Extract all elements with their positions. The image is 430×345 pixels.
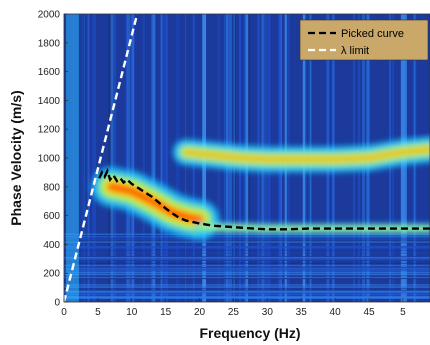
x-tick-label: 25 [228, 307, 240, 318]
y-tick-label: 0 [54, 298, 60, 309]
heatmap-stripe [110, 14, 114, 302]
y-tick-label: 800 [43, 182, 60, 193]
x-tick-label: 20 [194, 307, 206, 318]
y-tick-label: 1600 [38, 67, 61, 78]
heatmap-stripe [64, 276, 430, 279]
x-tick-label: 5 [400, 307, 406, 318]
heatmap-stripe [64, 246, 430, 249]
heatmap-stripe [64, 258, 430, 261]
heatmap-stripe [87, 14, 90, 302]
y-tick-label: 600 [43, 211, 60, 222]
x-tick-label: 0 [61, 307, 67, 318]
y-tick-label: 2000 [38, 10, 61, 21]
heatmap-ridge [107, 182, 204, 224]
heatmap-stripe [64, 238, 430, 240]
heatmap-low-freq-band [66, 14, 79, 302]
heatmap-stripe [165, 14, 168, 302]
heatmap-stripe [64, 240, 430, 242]
legend-label-lambda-limit: λ limit [341, 45, 369, 57]
lambda-limit-line [64, 14, 139, 302]
heatmap-stripe [64, 259, 430, 261]
x-tick-label: 30 [262, 307, 274, 318]
heatmap-stripe [64, 297, 430, 299]
heatmap-stripe [64, 255, 430, 258]
heatmap-stripe [64, 258, 430, 260]
heatmap-stripe [64, 284, 430, 286]
y-tick-label: 1400 [38, 96, 61, 107]
y-axis-title: Phase Velocity (m/s) [8, 90, 24, 225]
y-tick-label: 1000 [38, 154, 61, 165]
x-tick-label: 45 [363, 307, 375, 318]
heatmap-stripe [161, 14, 166, 302]
legend: Picked curve λ limit [299, 19, 429, 61]
heatmap-stripe [113, 14, 117, 302]
x-tick-label: 15 [160, 307, 172, 318]
heatmap-stripe [64, 237, 430, 239]
picked-curve-line [98, 167, 430, 231]
heatmap-stripe [64, 291, 430, 293]
heatmap-stripe [64, 241, 430, 243]
heatmap-stripe [64, 277, 430, 279]
legend-label-picked-curve: Picked curve [341, 28, 404, 40]
x-tick-label: 5 [95, 307, 101, 318]
legend-box [299, 19, 429, 61]
heatmap-stripe [64, 269, 430, 271]
heatmap-stripe [160, 14, 163, 302]
heatmap-stripe [82, 14, 85, 302]
heatmap-stripe [64, 287, 430, 290]
plot-area [64, 14, 430, 302]
heatmap-stripe [64, 271, 430, 273]
heatmap-stripe [64, 269, 430, 272]
heatmap-stripe [131, 14, 135, 302]
x-tick-label: 35 [296, 307, 308, 318]
y-axis: 0 200 400 600 800 1000 1200 1400 1600 1800 2000 [38, 10, 68, 309]
heatmap-stripe [64, 249, 430, 251]
heatmap-stripe [64, 252, 430, 254]
heatmap-stripe [64, 236, 430, 238]
heatmap-stripe [125, 14, 127, 302]
curve-layer [64, 14, 430, 302]
heatmap-stripe [64, 264, 430, 266]
heatmap-stripe [64, 289, 430, 291]
heatmap-stripe [64, 274, 430, 276]
heatmap-ridge [183, 146, 430, 163]
heatmap-stripe [64, 267, 430, 269]
heatmap-stripe [142, 14, 145, 302]
y-tick-label: 1800 [38, 38, 61, 49]
heatmap-stripe [137, 14, 140, 302]
y-tick-label: 400 [43, 240, 60, 251]
heatmap-stripe [64, 293, 430, 296]
x-axis: 0 5 10 15 20 25 30 35 40 45 5 [61, 298, 406, 318]
heatmap-stripe [64, 286, 430, 288]
heatmap-stripe [64, 296, 430, 298]
heatmap-stripe [126, 14, 131, 302]
x-tick-label: 40 [330, 307, 342, 318]
heatmap-stripe [81, 14, 84, 302]
heatmap-ridges [91, 136, 430, 240]
heatmap-stripe [108, 14, 111, 302]
heatmap-stripe [64, 262, 430, 264]
x-axis-title: Frequency (Hz) [199, 325, 300, 341]
heatmap-stripe [64, 272, 430, 274]
heatmap-stripe [64, 295, 430, 297]
heatmap-stripe [64, 246, 430, 248]
heatmap-stripe [64, 292, 430, 294]
y-tick-label: 200 [43, 269, 60, 280]
heatmap-stripe [64, 274, 430, 277]
heatmap-stripe [64, 290, 430, 293]
y-tick-label: 1200 [38, 125, 61, 136]
heatmap-stripe [152, 14, 156, 302]
x-tick-label: 10 [126, 307, 138, 318]
heatmap-stripe [92, 14, 96, 302]
heatmap-stripe [64, 268, 430, 270]
heatmap-stripe [64, 233, 430, 235]
heatmap-stripe [64, 256, 430, 259]
